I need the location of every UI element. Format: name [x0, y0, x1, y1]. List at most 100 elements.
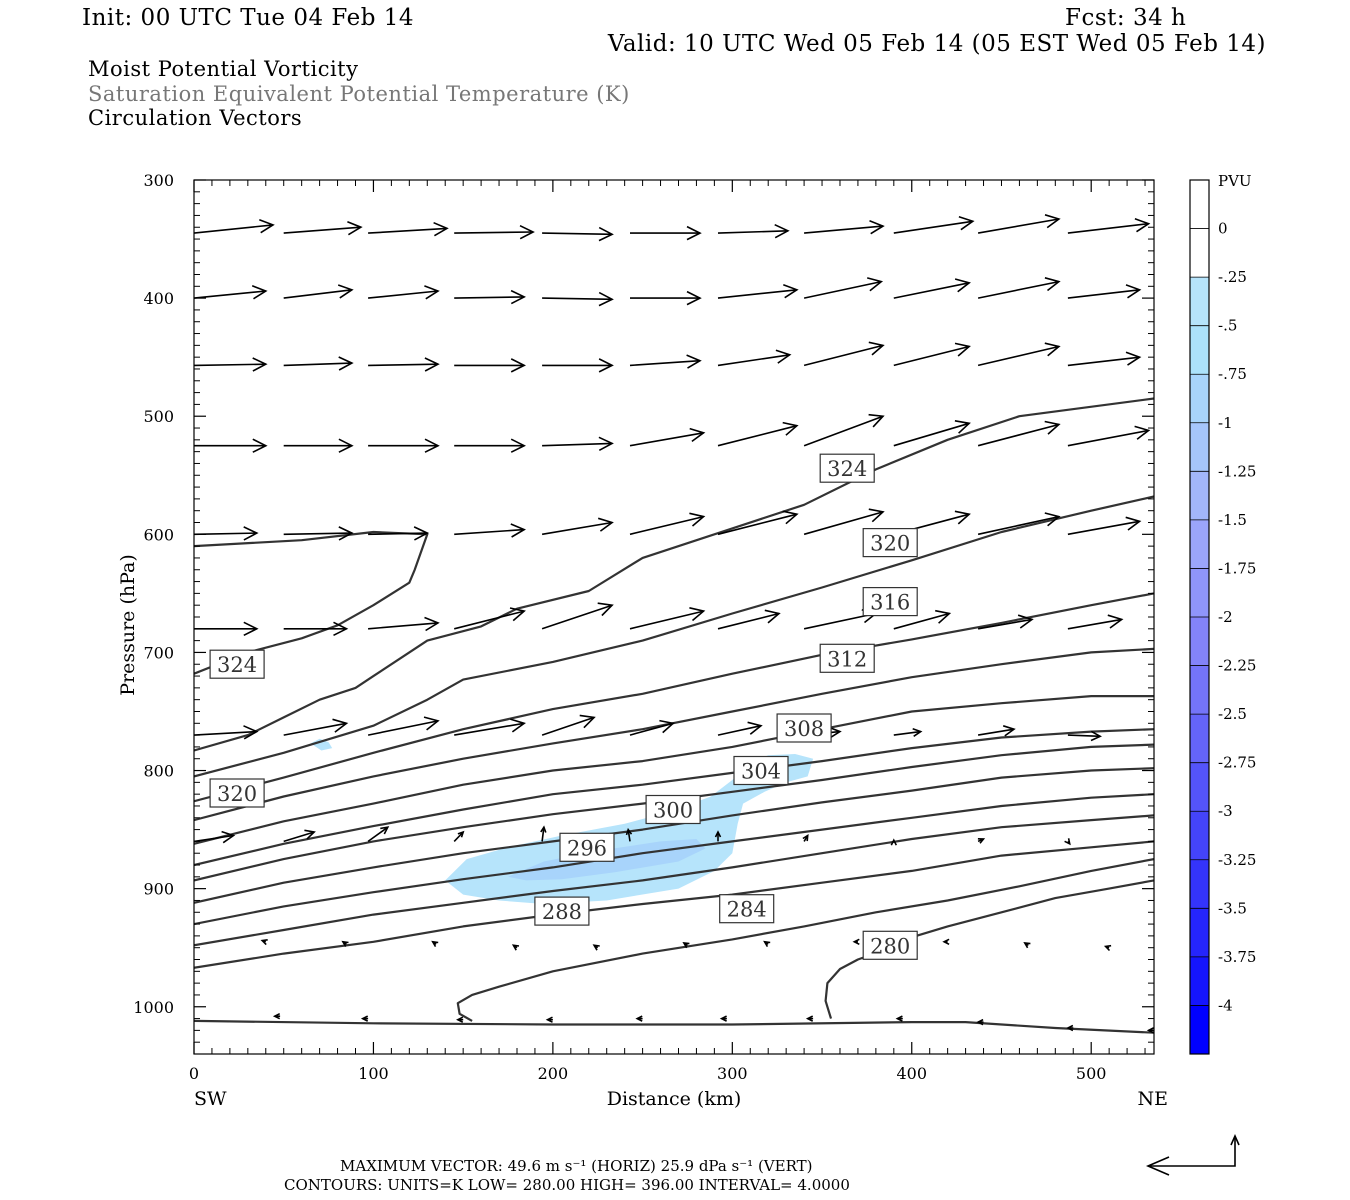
circulation-vector-4-10 — [1067, 516, 1142, 536]
circulation-vector-0-8 — [893, 216, 975, 234]
circulation-vector-1-1 — [283, 284, 354, 299]
circulation-vector-5-3 — [454, 607, 526, 630]
svg-text:300: 300 — [653, 799, 693, 823]
circulation-vector-2-3 — [454, 358, 526, 373]
title-line-1: Moist Potential Vorticity — [88, 57, 359, 81]
circulation-vector-8-9 — [1023, 942, 1031, 949]
theta-e-contour-316-10 — [194, 592, 1154, 803]
init-time-text: Init: 00 UTC Tue 04 Feb 14 — [82, 5, 414, 31]
y-tick-label: 800 — [143, 762, 174, 781]
colorbar-segment-12 — [1190, 762, 1209, 812]
colorbar-tick-label: -2.5 — [1218, 705, 1247, 723]
colorbar-tick-label: -3.5 — [1218, 899, 1247, 917]
circulation-vector-0-4 — [542, 226, 614, 242]
colorbar-segment-13 — [1190, 811, 1209, 861]
circulation-vector-1-5 — [630, 290, 702, 306]
circulation-vector-8-4 — [592, 944, 600, 951]
contour-label-316-2: 316 — [862, 586, 918, 617]
circulation-vector-0-0 — [194, 219, 275, 234]
colorbar-segment-16 — [1190, 956, 1209, 1006]
circulation-vector-1-2 — [368, 285, 440, 300]
svg-text:316: 316 — [870, 591, 910, 615]
x-axis-label: Distance (km) — [607, 1088, 742, 1110]
x-tick-label: 100 — [358, 1064, 389, 1083]
circulation-vector-0-2 — [368, 221, 449, 237]
circulation-vector-3-3 — [454, 438, 526, 453]
contour-label-308-4: 308 — [776, 713, 832, 743]
circulation-vector-9-3 — [545, 1016, 553, 1023]
circulation-vector-1-8 — [893, 278, 971, 299]
circulation-vector-5-10 — [1067, 614, 1124, 630]
circulation-vector-2-2 — [368, 357, 440, 372]
x-tick-label: 300 — [717, 1064, 748, 1083]
colorbar-tick-label: -2.25 — [1218, 657, 1256, 675]
circulation-vector-6-1 — [283, 718, 349, 736]
circulation-vector-9-0 — [272, 1012, 281, 1020]
colorbar-tick-label: -4 — [1218, 996, 1233, 1014]
circulation-vector-7-0 — [194, 830, 236, 844]
x-tick-label: 500 — [1076, 1064, 1107, 1083]
theta-e-contour-layer — [194, 397, 1154, 1034]
svg-text:308: 308 — [784, 717, 824, 741]
circulation-vector-2-6 — [717, 349, 792, 367]
circulation-vector-3-9 — [977, 420, 1061, 447]
circulation-vector-5-9 — [977, 614, 1034, 630]
x-tick-label: 200 — [538, 1064, 569, 1083]
circulation-vector-6-5 — [629, 719, 675, 736]
circulation-vector-9-2 — [456, 1016, 464, 1023]
colorbar-tick-label: -2 — [1218, 608, 1233, 626]
circulation-vector-2-7 — [803, 341, 885, 367]
svg-text:312: 312 — [827, 647, 867, 671]
y-axis-label: Pressure (hPa) — [117, 554, 139, 696]
colorbar-segment-17 — [1190, 1005, 1209, 1055]
theta-e-contour-292-3 — [194, 814, 1154, 947]
circulation-vector-4-0 — [194, 526, 259, 541]
circulation-vector-8-3 — [511, 944, 520, 951]
svg-text:280: 280 — [870, 934, 910, 958]
circulation-vector-5-5 — [629, 607, 706, 630]
title-line-2: Saturation Equivalent Potential Temperat… — [88, 82, 630, 106]
circulation-vector-3-2 — [368, 438, 440, 453]
colorbar-segment-14 — [1190, 859, 1209, 909]
colorbar-segment-9 — [1190, 617, 1209, 666]
contour-label-296-7: 296 — [559, 832, 615, 862]
circulation-vector-7-10 — [1064, 838, 1071, 846]
circulation-vector-5-6 — [717, 609, 781, 630]
circulation-vector-8-10 — [1103, 944, 1112, 952]
contour-label-312-3: 312 — [819, 643, 875, 673]
y-tick-label: 400 — [143, 289, 174, 308]
circulation-vector-3-6 — [717, 421, 799, 447]
circulation-vector-2-8 — [893, 342, 971, 367]
circulation-vector-8-2 — [431, 940, 439, 948]
circulation-vector-0-5 — [630, 225, 702, 241]
reference-vector-icon — [1145, 1134, 1240, 1176]
contour-label-280-10: 280 — [862, 930, 918, 960]
circulation-vector-9-8 — [976, 1018, 984, 1026]
circulation-vector-5-4 — [541, 602, 614, 630]
contour-label-300-6: 300 — [645, 794, 701, 825]
x-left-end-label: SW — [194, 1088, 227, 1110]
circulation-vector-7-3 — [453, 830, 465, 842]
circulation-vector-3-0 — [194, 438, 268, 453]
circulation-vector-9-9 — [1066, 1024, 1074, 1032]
circulation-vector-7-1 — [283, 829, 316, 843]
y-tick-label: 700 — [143, 643, 174, 662]
colorbar-segment-0 — [1190, 180, 1209, 229]
circulation-vector-1-0 — [194, 285, 268, 300]
circulation-vector-7-4 — [540, 825, 547, 842]
circulation-vector-0-9 — [977, 214, 1061, 234]
valid-time-text: Valid: 10 UTC Wed 05 Feb 14 (05 EST Wed … — [607, 31, 1266, 57]
theta-e-contour-324-12 — [194, 397, 1154, 752]
contour-label-320-1: 320 — [862, 527, 918, 558]
contour-label-304-5: 304 — [733, 755, 789, 786]
circulation-vector-4-6 — [717, 510, 799, 536]
circulation-vector-0-1 — [283, 221, 363, 236]
contour-label-324-11: 324 — [209, 649, 265, 679]
circulation-vector-1-10 — [1067, 284, 1142, 299]
circulation-vector-7-9 — [977, 838, 986, 844]
circulation-vector-4-5 — [629, 512, 706, 536]
circulation-vector-2-0 — [194, 357, 268, 372]
contour-info-text: CONTOURS: UNITS=K LOW= 280.00 HIGH= 396.… — [284, 1176, 850, 1194]
svg-text:324: 324 — [217, 653, 257, 677]
svg-text:324: 324 — [827, 457, 867, 481]
